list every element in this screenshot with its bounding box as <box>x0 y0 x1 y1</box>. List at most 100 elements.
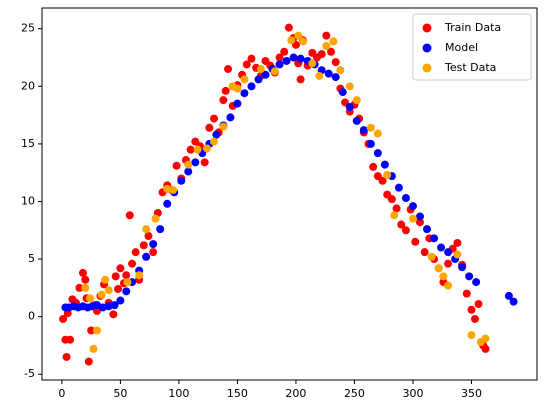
point <box>151 214 160 223</box>
point <box>193 145 202 154</box>
point <box>345 103 354 112</box>
point <box>89 344 98 353</box>
point <box>481 344 490 353</box>
point <box>430 234 439 243</box>
point <box>240 75 249 84</box>
point <box>123 278 132 287</box>
point <box>415 212 424 221</box>
point <box>380 160 389 169</box>
point <box>242 60 251 69</box>
point <box>369 162 378 171</box>
x-tick-label: 350 <box>461 387 482 400</box>
point <box>444 259 453 268</box>
point <box>116 264 125 273</box>
point <box>434 264 443 273</box>
point <box>317 50 326 59</box>
point <box>78 268 87 277</box>
point <box>408 214 417 223</box>
y-tick-label: 25 <box>21 22 35 35</box>
point <box>256 65 265 74</box>
point <box>210 114 219 123</box>
point <box>275 60 284 69</box>
point <box>75 283 84 292</box>
point <box>280 47 289 56</box>
point <box>59 314 68 323</box>
point <box>254 75 263 84</box>
x-tick-label: 200 <box>285 387 306 400</box>
point <box>390 211 399 220</box>
legend-box <box>412 13 532 81</box>
point <box>331 58 340 67</box>
point <box>116 296 125 305</box>
point <box>397 220 406 229</box>
point <box>453 250 462 259</box>
point <box>122 287 131 296</box>
point <box>415 218 424 227</box>
point <box>338 88 347 97</box>
point <box>224 65 233 74</box>
point <box>462 289 471 298</box>
point <box>184 160 193 169</box>
point <box>172 161 181 170</box>
point <box>210 137 219 146</box>
point <box>366 123 375 132</box>
legend-label: Test Data <box>444 61 496 74</box>
point <box>408 202 417 211</box>
point <box>287 36 296 45</box>
point <box>284 23 293 32</box>
point <box>62 352 71 361</box>
point <box>212 130 221 139</box>
point <box>401 194 410 203</box>
point <box>233 84 242 93</box>
point <box>329 37 338 46</box>
point <box>308 59 317 68</box>
point <box>104 286 113 295</box>
point <box>439 272 448 281</box>
y-tick-label: 0 <box>28 310 35 323</box>
point <box>122 271 131 280</box>
y-tick-label: 10 <box>21 194 35 207</box>
point <box>504 291 513 300</box>
point <box>352 116 361 125</box>
point <box>203 144 211 153</box>
point <box>392 204 401 213</box>
x-tick-label: 50 <box>113 387 127 400</box>
y-tick-label: 15 <box>21 137 35 150</box>
legend-label: Model <box>445 41 478 54</box>
legend-label: Train Data <box>444 21 501 34</box>
point <box>411 237 420 246</box>
point <box>87 326 96 335</box>
point <box>275 53 284 62</box>
point <box>111 272 120 281</box>
x-tick-label: 100 <box>168 387 189 400</box>
point <box>81 283 90 292</box>
point <box>240 89 249 98</box>
point <box>81 275 90 284</box>
point <box>373 129 382 138</box>
point <box>509 297 518 306</box>
y-tick-label: 5 <box>28 252 35 265</box>
point <box>378 176 387 185</box>
point <box>219 96 228 105</box>
point <box>467 331 476 340</box>
point <box>156 225 165 234</box>
point <box>142 225 151 234</box>
point <box>373 149 382 158</box>
point <box>149 240 158 249</box>
point <box>470 314 479 323</box>
point <box>247 54 256 63</box>
point <box>472 278 481 287</box>
point <box>298 37 307 46</box>
point <box>427 252 436 261</box>
point <box>453 238 462 247</box>
point <box>66 335 75 344</box>
point <box>315 71 324 80</box>
point <box>270 67 279 76</box>
point <box>149 248 158 257</box>
point <box>474 299 483 308</box>
point <box>327 47 336 56</box>
point <box>84 357 93 366</box>
y-tick-label: 20 <box>21 79 35 92</box>
x-tick-label: 150 <box>227 387 248 400</box>
